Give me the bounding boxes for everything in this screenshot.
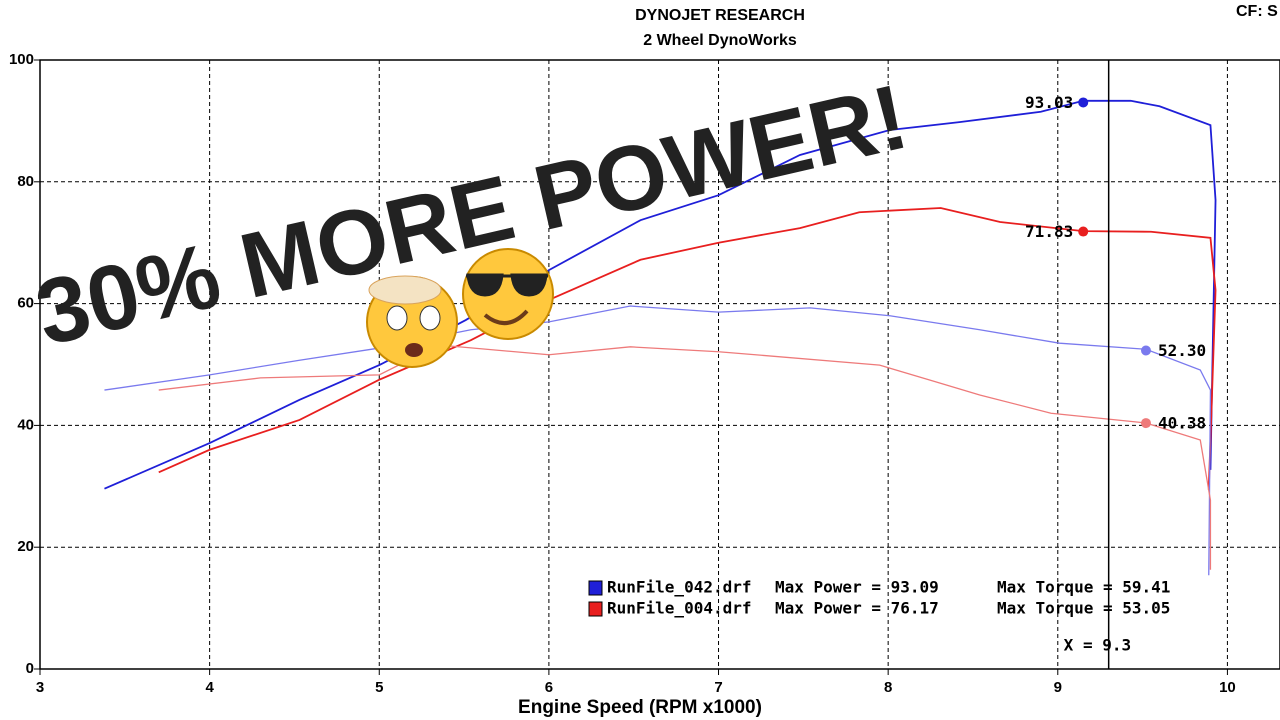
y-tick-label: 80 [17,173,34,190]
marker [1078,226,1089,237]
x-tick-label: 5 [375,679,383,696]
marker [1078,97,1089,108]
legend-file: RunFile_004.drf [607,599,752,618]
emoji-eye [419,305,441,331]
marker-label: 52.30 [1158,341,1206,360]
corner-label: CF: S [1236,3,1278,20]
series-line [104,99,1217,490]
y-tick-label: 100 [9,51,34,68]
marker [1140,418,1151,429]
x-tick-label: 6 [545,679,553,696]
x-tick-label: 4 [205,679,214,696]
x-axis-label: Engine Speed (RPM x1000) [518,697,762,718]
legend-swatch [588,601,603,617]
legend-torque: Max Torque = 59.41 [997,578,1170,597]
y-tick-label: 40 [17,416,34,433]
marker-label: 93.03 [1025,93,1073,112]
marker-label: 40.38 [1158,414,1206,433]
x-tick-label: 9 [1054,679,1062,696]
emoji-mouth [405,343,423,357]
emoji-smile [483,309,529,325]
chart-title: DYNOJET RESEARCH [635,7,805,24]
legend-file: RunFile_042.drf [607,578,752,597]
legend-power: Max Power = 93.09 [775,578,939,597]
series-line [158,207,1217,490]
emoji-explosion [368,275,442,305]
legend-torque: Max Torque = 53.05 [997,599,1170,618]
cursor-label: X = 9.3 [1064,636,1131,655]
x-tick-label: 10 [1219,679,1236,696]
x-tick-label: 8 [884,679,892,696]
y-tick-label: 60 [17,295,34,312]
legend-power: Max Power = 76.17 [775,599,939,618]
series-line [158,344,1212,570]
x-tick-label: 3 [36,679,44,696]
series-line [104,305,1212,576]
chart-subtitle: 2 Wheel DynoWorks [643,32,797,49]
marker-label: 71.83 [1025,222,1073,241]
y-tick-label: 20 [17,538,34,555]
emoji-eye [386,305,408,331]
y-tick-label: 0 [26,660,34,677]
legend-swatch [588,580,603,596]
x-tick-label: 7 [714,679,722,696]
marker [1140,345,1151,356]
emoji-glasses [466,273,548,297]
